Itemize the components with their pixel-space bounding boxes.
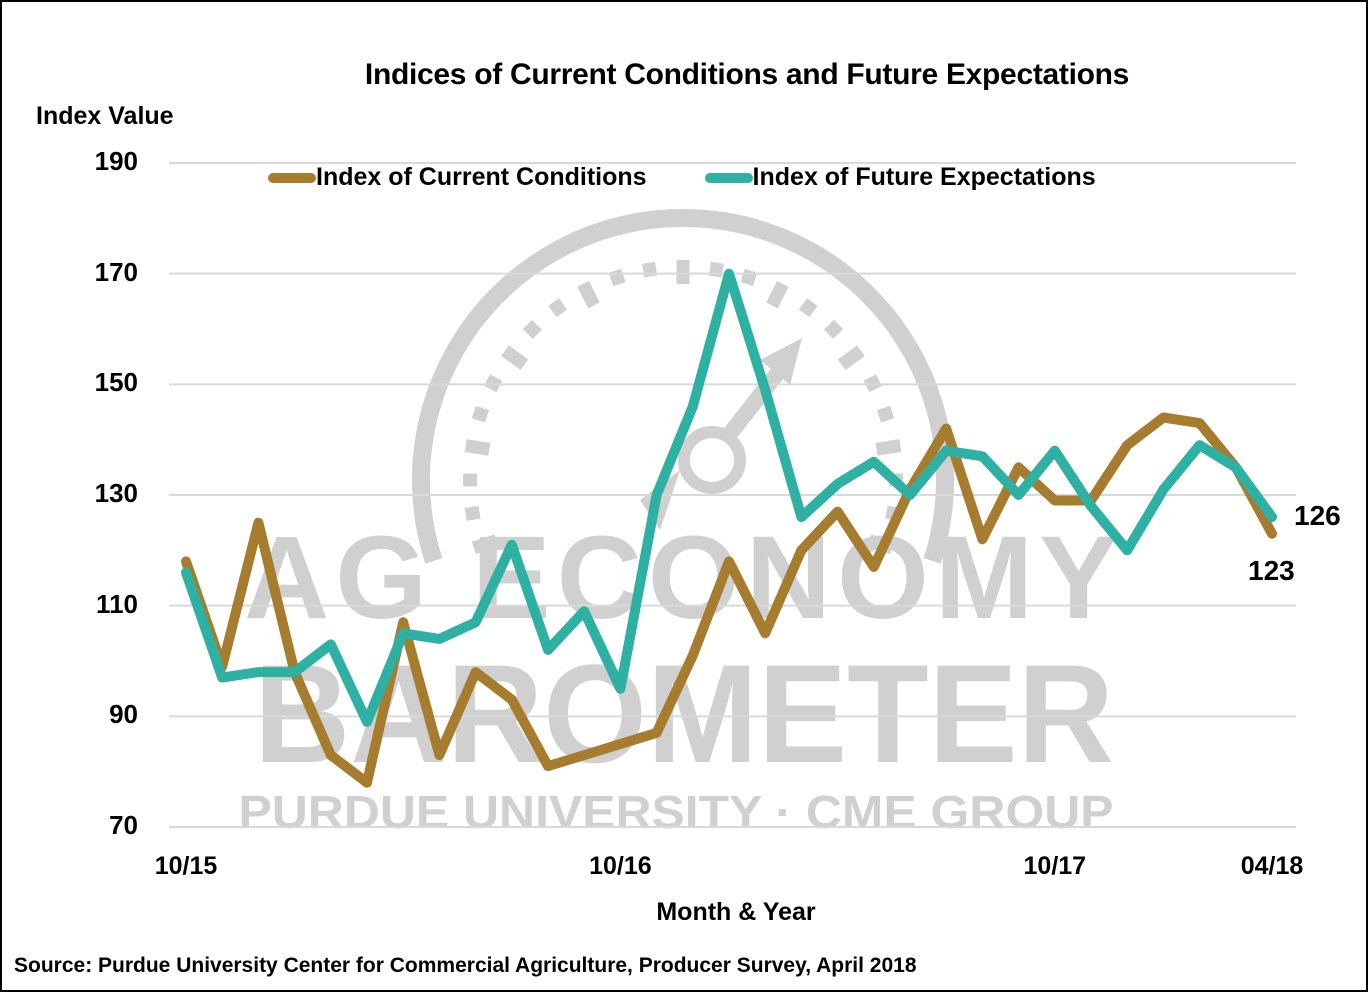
y-tick-label: 170 xyxy=(94,256,138,287)
chart-title: Indices of Current Conditions and Future… xyxy=(364,58,1130,91)
source-note: Source: Purdue University Center for Com… xyxy=(14,954,917,977)
y-tick-label: 70 xyxy=(109,810,138,840)
x-tick-label: 04/18 xyxy=(1240,852,1304,880)
legend-label-future: Index of Future Expectations xyxy=(752,163,1096,191)
end-label-future: 126 xyxy=(1294,500,1341,531)
svg-text:PURDUE UNIVERSITY · CME GROU: PURDUE UNIVERSITY · CME GROUP xyxy=(239,786,1114,838)
y-tick-label: 90 xyxy=(109,699,138,730)
y-tick-label: 150 xyxy=(94,367,138,398)
x-tick-label: 10/17 xyxy=(1023,852,1087,880)
legend-item-current-conditions: Index of Current Conditions xyxy=(268,163,647,192)
legend-swatch-current-icon xyxy=(268,172,316,183)
y-tick-label: 190 xyxy=(94,146,138,176)
y-tick-label: 130 xyxy=(94,478,138,508)
y-tick-label: 110 xyxy=(96,588,138,619)
series-future-expectations-line xyxy=(181,268,1277,727)
end-label-current: 123 xyxy=(1248,555,1295,586)
legend-label-current: Index of Current Conditions xyxy=(316,163,647,191)
legend-item-future-expectations: Index of Future Expectations xyxy=(704,163,1096,192)
y-axis-title: Index Value xyxy=(36,102,174,130)
x-tick-label: 10/15 xyxy=(154,852,218,880)
legend-swatch-future-icon xyxy=(704,172,753,183)
legend: Index of Current Conditions Index of Fut… xyxy=(268,163,1154,192)
svg-text:AG ECONOMY: AG ECONOMY xyxy=(244,512,1124,644)
x-axis-title: Month & Year xyxy=(656,898,816,926)
x-tick-label: 10/16 xyxy=(589,852,652,880)
